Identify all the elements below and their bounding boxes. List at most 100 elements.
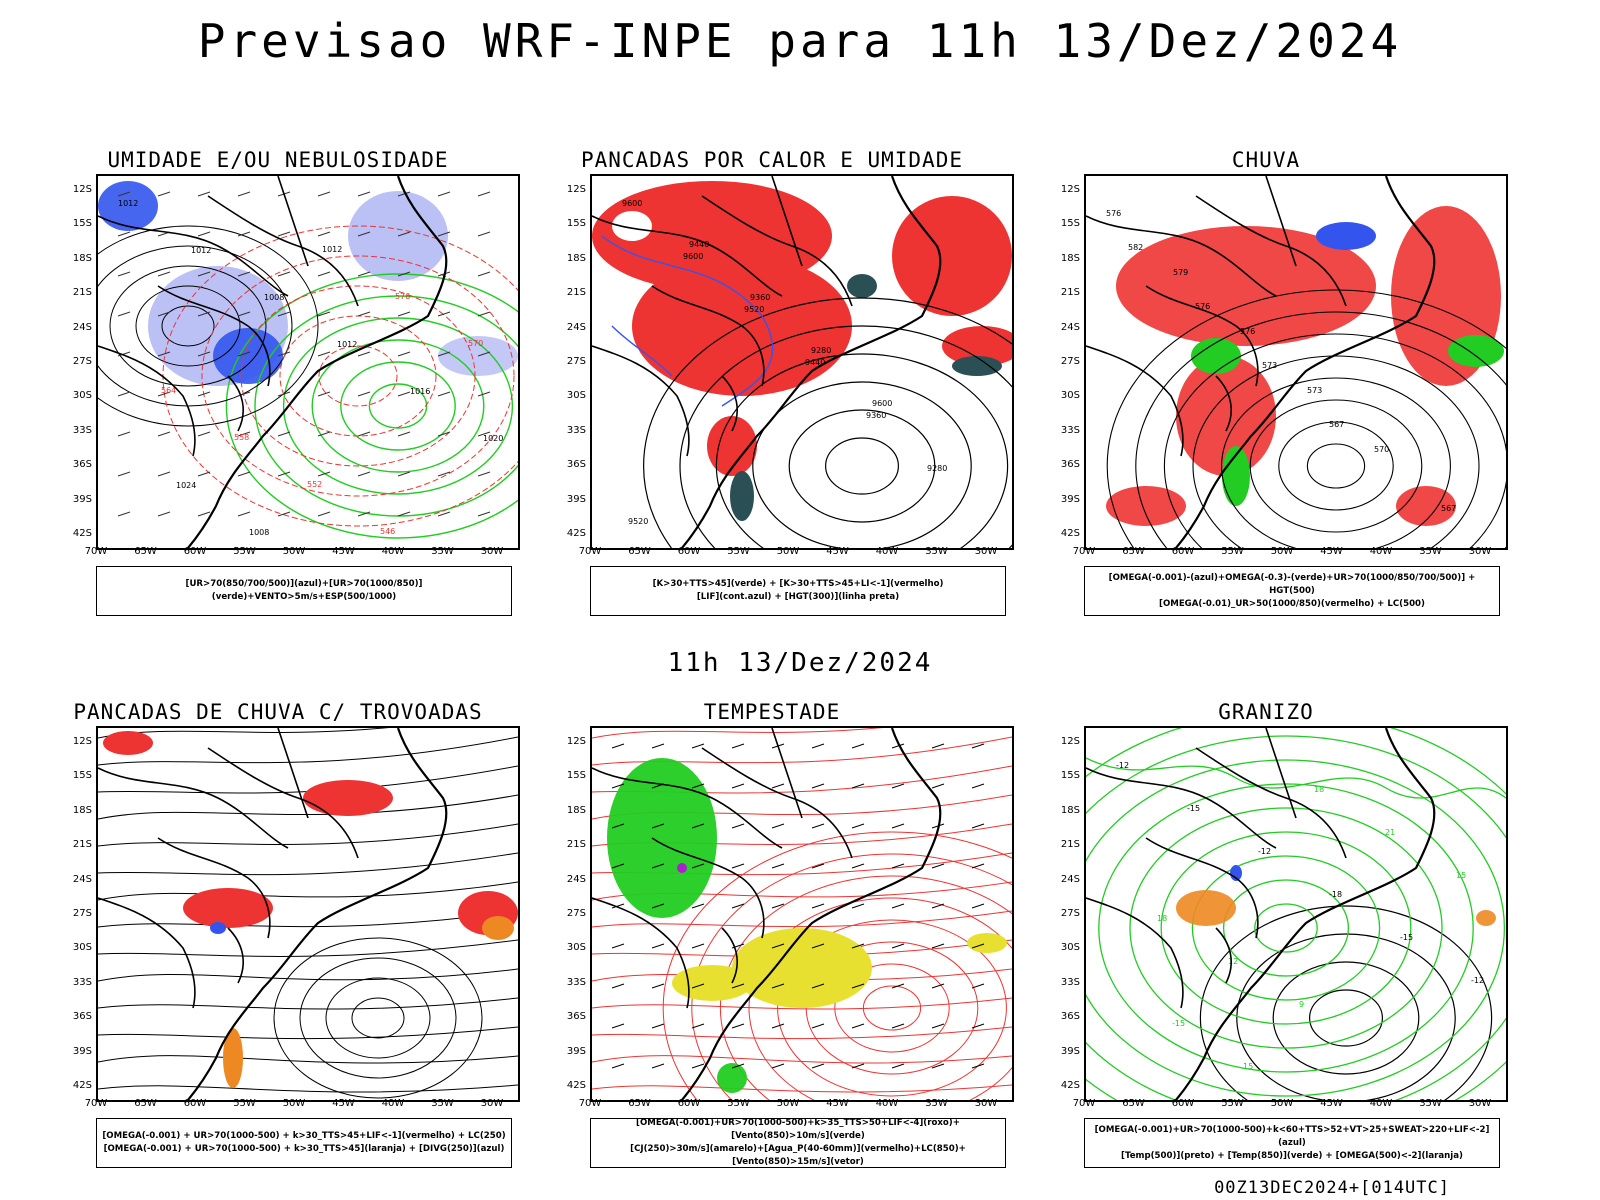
- wind-vector: [731, 903, 745, 909]
- latitude-tick-label: 21S: [566, 839, 586, 851]
- contour-label: 9520: [744, 305, 764, 314]
- main-title: Previsao WRF-INPE para 11h 13/Dez/2024: [197, 14, 1403, 68]
- wind-vector: [317, 351, 331, 357]
- longitude-tick-label: 30W: [1468, 546, 1492, 557]
- convective-area: [730, 471, 754, 521]
- coastline: [1175, 176, 1436, 548]
- longitude-tick-label: 60W: [183, 1098, 207, 1109]
- contour-label: 9520: [628, 517, 648, 526]
- latitude-tick-label: 33S: [566, 424, 586, 436]
- latitude-tick-label: 18S: [72, 252, 92, 264]
- longitude-tick-label: 35W: [431, 1098, 454, 1109]
- longitude-tick-label: 30W: [1468, 1098, 1492, 1109]
- longitude-tick-label: 30W: [480, 1098, 504, 1109]
- temp500-contour: [1272, 961, 1420, 1075]
- country-border: [592, 345, 690, 457]
- contour-label: 1012: [191, 246, 211, 255]
- streamline-850: [592, 997, 1012, 1010]
- wind-vector: [611, 863, 625, 869]
- wind-vector: [477, 231, 491, 237]
- latitude-tick-label: 39S: [72, 493, 92, 505]
- longitude-tick-label: 65W: [628, 1098, 651, 1109]
- latitude-tick-label: 24S: [566, 321, 586, 333]
- longitude-tick-label: 60W: [677, 1098, 701, 1109]
- wind-vector: [237, 431, 251, 437]
- wind-vector: [931, 903, 945, 909]
- streamline-850: [834, 963, 950, 1053]
- latitude-tick-label: 15S: [1060, 770, 1080, 782]
- longitude-tick-label: 70W: [84, 546, 108, 557]
- latitude-tick-label: 33S: [1060, 976, 1080, 988]
- temp850-contour: [1191, 855, 1381, 1001]
- latitude-tick-label: 27S: [1060, 908, 1080, 919]
- longitude-axis: 70W 65W 60W 55W 50W 45W 40W 35W 30W: [1073, 1098, 1506, 1112]
- contour-label: 546: [380, 527, 395, 536]
- thunderstorm-area: [303, 780, 393, 816]
- longitude-tick-label: 35W: [925, 546, 948, 557]
- country-border: [1086, 345, 1184, 457]
- wind-vector: [477, 511, 491, 517]
- thickness-contour: [279, 315, 437, 437]
- map-canvas: 576 579 576 573 570 567 582 576 573 567: [1086, 176, 1506, 548]
- wind-vector: [237, 351, 251, 357]
- map-frame: 1012 1012 1008 1012 1016 1020 1024 1008 1012 576 5…: [96, 174, 520, 550]
- wind-vector: [811, 1063, 825, 1069]
- latitude-tick-label: 30S: [1060, 942, 1080, 954]
- low-level-humidity-contour: [225, 273, 518, 539]
- panel-title: TEMPESTADE: [703, 700, 841, 724]
- wind-vector: [277, 471, 291, 477]
- longitude-tick-label: 55W: [1221, 1098, 1244, 1109]
- hgt300-contour: [788, 409, 936, 523]
- contour-label: 1012: [322, 245, 342, 254]
- longitude-tick-label: 40W: [1369, 1098, 1393, 1109]
- wind-vector: [157, 311, 171, 317]
- temp850-contour: [1086, 759, 1505, 1097]
- longitude-tick-label: 55W: [233, 1098, 256, 1109]
- contour-label: 573: [1262, 361, 1277, 370]
- contour-label: 567: [1329, 420, 1344, 429]
- latitude-axis: 12S 15S 18S 21S 24S 27S 30S 33S 36S 39S 42S: [1046, 174, 1082, 550]
- run-timestamp: 00Z13DEC2024+[014UTC]: [1214, 1178, 1450, 1198]
- longitude-axis: 70W 65W 60W 55W 50W 45W 40W 35W 30W: [579, 546, 1012, 560]
- wind-vector: [771, 903, 785, 909]
- contour-label: 582: [1128, 243, 1143, 252]
- streamline-850: [719, 875, 1012, 1100]
- contour-label: 1012: [118, 199, 138, 208]
- longitude-axis: 70W 65W 60W 55W 50W 45W 40W 35W 30W: [1073, 546, 1506, 560]
- latitude-tick-label: 30S: [1060, 390, 1080, 402]
- pressure-isobar: [109, 265, 267, 387]
- contour-label: 1016: [410, 387, 430, 396]
- wind-vector: [317, 511, 331, 517]
- streamline-850: [592, 910, 1012, 928]
- longitude-tick-label: 35W: [1419, 546, 1442, 557]
- latitude-tick-label: 27S: [72, 356, 92, 367]
- latitude-tick-label: 30S: [72, 942, 92, 954]
- longitude-tick-label: 65W: [1122, 1098, 1145, 1109]
- contour-label: 9280: [927, 464, 947, 473]
- coastline: [1175, 728, 1436, 1100]
- wind-vector: [851, 783, 865, 789]
- longitude-tick-label: 40W: [381, 546, 405, 557]
- state-border: [771, 728, 803, 819]
- wind-vector: [691, 943, 705, 949]
- wind-vector: [117, 191, 131, 197]
- latitude-tick-label: 36S: [566, 1011, 586, 1023]
- contour-label: 9280: [811, 346, 831, 355]
- latitude-tick-label: 12S: [72, 736, 92, 747]
- panel-umidade: UMIDADE E/OU NEBULOSIDADE 12S 15S 18S 21S 24…: [58, 148, 520, 618]
- wind-vector: [397, 431, 411, 437]
- state-border: [98, 767, 289, 849]
- legend-line: [OMEGA(-0.001)+UR>70(1000-500)+k<60+TTS>…: [1094, 1124, 1490, 1148]
- longitude-axis: 70W 65W 60W 55W 50W 45W 40W 35W 30W: [85, 546, 518, 560]
- streamline-vortex: [325, 977, 431, 1059]
- legend-box: [UR>70(850/700/500)](azul)+[UR>70(1000/8…: [96, 566, 512, 616]
- longitude-tick-label: 55W: [727, 546, 750, 557]
- latitude-tick-label: 24S: [72, 873, 92, 885]
- wind-vector: [971, 823, 985, 829]
- country-border: [98, 897, 196, 1009]
- state-border: [98, 215, 289, 297]
- panel-granizo: GRANIZO 12S 15S 18S 21S 24S 27S 30S 33S 36S 39S 42…: [1046, 700, 1508, 1170]
- wind-vector: [651, 943, 665, 949]
- wind-vector: [237, 311, 251, 317]
- temp850-contour: [1129, 807, 1443, 1049]
